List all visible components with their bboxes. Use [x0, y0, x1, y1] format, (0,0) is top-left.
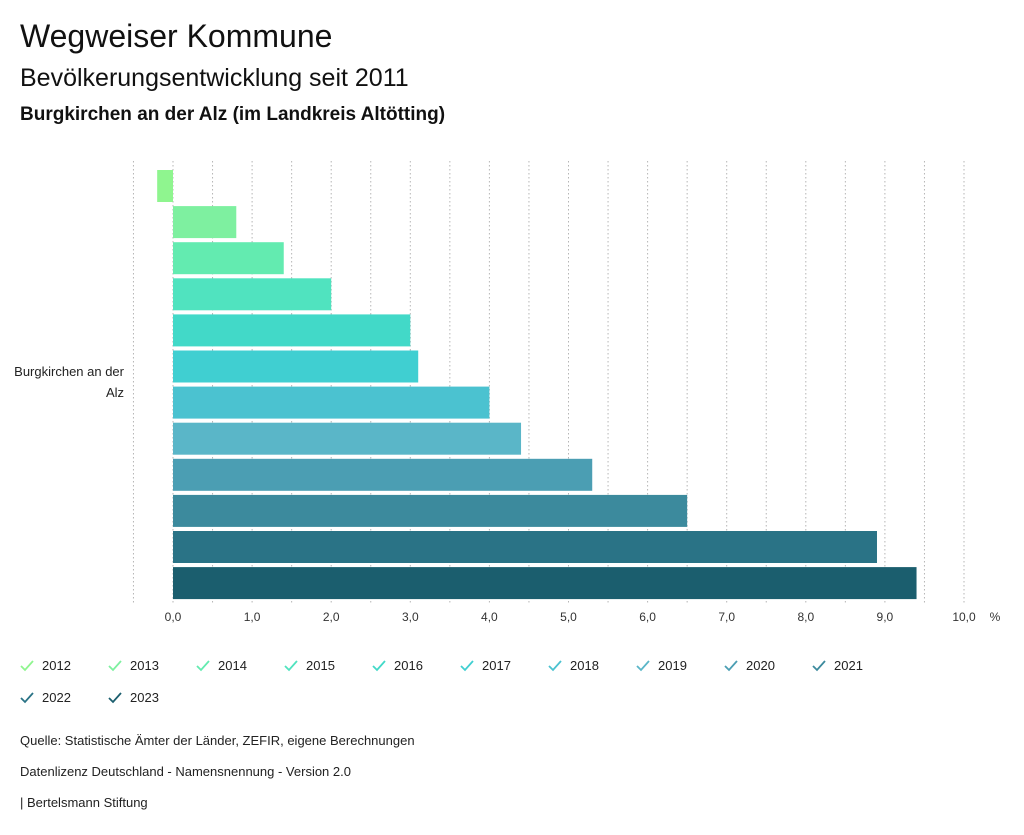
- check-icon: [20, 660, 34, 672]
- legend-item-2021[interactable]: 2021: [812, 658, 863, 673]
- bar-2023: [173, 567, 917, 599]
- check-icon: [108, 660, 122, 672]
- bar-2018: [173, 387, 489, 419]
- bar-2015: [173, 278, 331, 310]
- x-tick-label: 9,0: [877, 610, 894, 624]
- x-tick-label: 4,0: [481, 610, 498, 624]
- check-icon: [284, 660, 298, 672]
- bar-2020: [173, 459, 592, 491]
- legend-label: 2021: [834, 658, 863, 673]
- check-icon: [724, 660, 738, 672]
- legend-item-2018[interactable]: 2018: [548, 658, 599, 673]
- source-note: Quelle: Statistische Ämter der Länder, Z…: [20, 733, 415, 748]
- legend-label: 2023: [130, 690, 159, 705]
- legend-label: 2013: [130, 658, 159, 673]
- check-icon: [812, 660, 826, 672]
- legend-item-2014[interactable]: 2014: [196, 658, 247, 673]
- legend-item-2013[interactable]: 2013: [108, 658, 159, 673]
- legend-item-2022[interactable]: 2022: [20, 690, 71, 705]
- legend-item-2015[interactable]: 2015: [284, 658, 335, 673]
- check-icon: [636, 660, 650, 672]
- legend-item-2012[interactable]: 2012: [20, 658, 71, 673]
- bar-2022: [173, 531, 877, 563]
- x-tick-label: 10,0: [952, 610, 976, 624]
- x-axis-unit: %: [990, 610, 1001, 624]
- legend-item-2023[interactable]: 2023: [108, 690, 159, 705]
- legend-label: 2012: [42, 658, 71, 673]
- bar-2012: [157, 170, 173, 202]
- x-tick-label: 2,0: [323, 610, 340, 624]
- legend-label: 2017: [482, 658, 511, 673]
- check-icon: [372, 660, 386, 672]
- bar-chart: 0,0 1,0 2,0 3,0 4,0 5,0 6,0 7,0 8,0 9,0 10,0%: [0, 0, 1024, 650]
- publisher-note: | Bertelsmann Stiftung: [20, 795, 148, 810]
- bar-2013: [173, 206, 236, 238]
- legend-item-2019[interactable]: 2019: [636, 658, 687, 673]
- x-tick-label: 3,0: [402, 610, 419, 624]
- check-icon: [20, 692, 34, 704]
- legend-label: 2018: [570, 658, 599, 673]
- x-tick-label: 5,0: [560, 610, 577, 624]
- legend-item-2017[interactable]: 2017: [460, 658, 511, 673]
- bar-2021: [173, 495, 687, 527]
- legend-label: 2015: [306, 658, 335, 673]
- bar-2019: [173, 423, 521, 455]
- x-tick-label: 8,0: [797, 610, 814, 624]
- bar-2016: [173, 314, 410, 346]
- legend-item-2016[interactable]: 2016: [372, 658, 423, 673]
- x-tick-label: 7,0: [718, 610, 735, 624]
- check-icon: [196, 660, 210, 672]
- legend-label: 2022: [42, 690, 71, 705]
- check-icon: [460, 660, 474, 672]
- legend-label: 2020: [746, 658, 775, 673]
- legend-label: 2014: [218, 658, 247, 673]
- license-note: Datenlizenz Deutschland - Namensnennung …: [20, 764, 351, 779]
- bar-2014: [173, 242, 284, 274]
- x-tick-label: 6,0: [639, 610, 656, 624]
- x-tick-label: 0,0: [165, 610, 182, 624]
- check-icon: [548, 660, 562, 672]
- x-tick-label: 1,0: [244, 610, 261, 624]
- bar-2017: [173, 351, 418, 383]
- legend-label: 2016: [394, 658, 423, 673]
- legend-item-2020[interactable]: 2020: [724, 658, 775, 673]
- legend-label: 2019: [658, 658, 687, 673]
- check-icon: [108, 692, 122, 704]
